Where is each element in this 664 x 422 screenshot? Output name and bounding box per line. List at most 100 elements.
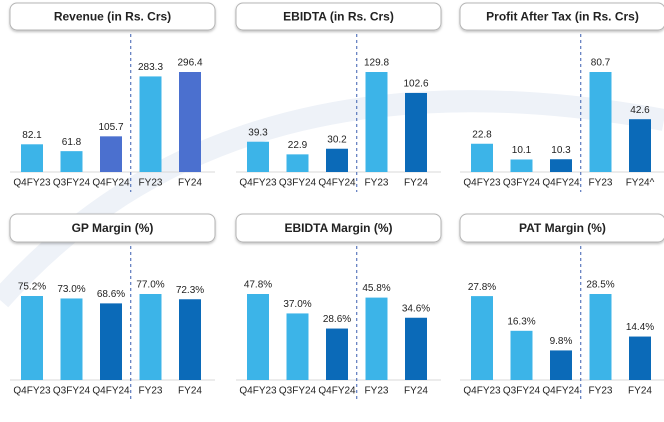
value-label: 39.3 bbox=[248, 127, 268, 138]
bar bbox=[179, 72, 201, 172]
value-label: 77.0% bbox=[136, 280, 164, 291]
category-label: Q4FY23 bbox=[239, 178, 277, 189]
category-label: FY23 bbox=[589, 386, 613, 397]
bar bbox=[60, 298, 83, 380]
value-label: 68.6% bbox=[97, 289, 125, 300]
title-box bbox=[459, 2, 664, 31]
bar bbox=[471, 296, 493, 380]
category-label: FY24 bbox=[178, 178, 202, 189]
category-label: FY23 bbox=[365, 178, 389, 189]
category-label: Q4FY24 bbox=[542, 178, 580, 189]
value-label: 102.6 bbox=[403, 79, 428, 90]
value-label: 61.8 bbox=[62, 137, 82, 148]
value-label: 129.8 bbox=[364, 58, 389, 69]
bar bbox=[550, 159, 572, 172]
bar bbox=[179, 299, 201, 380]
category-label: Q4FY24 bbox=[92, 178, 130, 189]
value-label: 14.4% bbox=[626, 322, 654, 333]
title-box bbox=[235, 2, 442, 31]
bar bbox=[21, 296, 43, 380]
value-label: 10.1 bbox=[512, 145, 532, 156]
chart-title: GP Margin (%) bbox=[72, 221, 154, 235]
title-box bbox=[459, 213, 664, 243]
value-label: 10.3 bbox=[551, 145, 571, 156]
bar bbox=[405, 317, 427, 380]
value-label: 30.2 bbox=[327, 134, 347, 145]
category-label: Q4FY24 bbox=[542, 386, 580, 397]
bar bbox=[629, 119, 651, 172]
category-label: Q3FY24 bbox=[503, 178, 541, 189]
bar bbox=[589, 294, 612, 380]
category-label: Q3FY24 bbox=[53, 386, 91, 397]
chart-title: EBIDTA (in Rs. Crs) bbox=[283, 10, 394, 24]
chart-title: Profit After Tax (in Rs. Crs) bbox=[486, 10, 639, 24]
category-label: Q3FY24 bbox=[279, 386, 317, 397]
title-box bbox=[235, 213, 442, 243]
value-label: 28.5% bbox=[586, 280, 614, 291]
category-label: FY23 bbox=[139, 178, 163, 189]
value-label: 27.8% bbox=[468, 282, 496, 293]
category-label: FY24 bbox=[178, 386, 202, 397]
value-label: 105.7 bbox=[98, 122, 123, 133]
category-label: Q3FY24 bbox=[53, 178, 91, 189]
category-label: Q3FY24 bbox=[279, 178, 317, 189]
chart-title: EBIDTA Margin (%) bbox=[285, 221, 393, 235]
title-box bbox=[9, 213, 216, 243]
value-label: 28.6% bbox=[323, 314, 351, 325]
value-label: 42.6 bbox=[630, 105, 650, 116]
value-label: 37.0% bbox=[283, 299, 311, 310]
bar bbox=[629, 336, 651, 380]
value-label: 9.8% bbox=[550, 336, 573, 347]
category-label: Q4FY24 bbox=[318, 178, 356, 189]
bar bbox=[100, 136, 122, 172]
bar bbox=[21, 144, 43, 172]
bar bbox=[139, 76, 162, 172]
category-label: FY24^ bbox=[626, 178, 655, 189]
category-label: Q4FY24 bbox=[318, 386, 356, 397]
chart-title: PAT Margin (%) bbox=[519, 221, 606, 235]
bar bbox=[139, 294, 162, 380]
value-label: 34.6% bbox=[402, 303, 430, 314]
bar bbox=[471, 143, 493, 172]
bar bbox=[365, 72, 388, 172]
value-label: 82.1 bbox=[22, 130, 42, 141]
category-label: FY23 bbox=[365, 386, 389, 397]
value-label: 16.3% bbox=[507, 316, 535, 327]
bar bbox=[550, 350, 572, 380]
value-label: 73.0% bbox=[57, 284, 85, 295]
category-label: FY24 bbox=[628, 386, 652, 397]
value-label: 283.3 bbox=[138, 62, 163, 73]
category-label: Q4FY23 bbox=[239, 386, 277, 397]
bar bbox=[510, 159, 533, 172]
category-label: FY24 bbox=[404, 178, 428, 189]
bar bbox=[510, 330, 533, 380]
category-label: Q4FY23 bbox=[463, 386, 501, 397]
bar bbox=[326, 148, 348, 172]
bar bbox=[100, 303, 122, 380]
value-label: 80.7 bbox=[591, 58, 611, 69]
bar bbox=[60, 151, 83, 172]
bar bbox=[326, 328, 348, 380]
category-label: Q3FY24 bbox=[503, 386, 541, 397]
category-label: FY23 bbox=[589, 178, 613, 189]
bar bbox=[247, 294, 269, 380]
value-label: 22.9 bbox=[288, 140, 308, 151]
category-label: FY24 bbox=[404, 386, 428, 397]
category-label: Q4FY23 bbox=[13, 386, 51, 397]
bar bbox=[247, 141, 269, 172]
value-label: 47.8% bbox=[244, 280, 272, 291]
category-label: FY23 bbox=[139, 386, 163, 397]
chart-title: Revenue (in Rs. Crs) bbox=[54, 10, 171, 24]
value-label: 22.8 bbox=[472, 129, 492, 140]
value-label: 75.2% bbox=[18, 282, 46, 293]
value-label: 296.4 bbox=[177, 58, 202, 69]
title-box bbox=[9, 2, 216, 31]
bar bbox=[365, 297, 388, 380]
bar bbox=[589, 72, 612, 172]
bar bbox=[286, 154, 309, 172]
value-label: 72.3% bbox=[176, 285, 204, 296]
bar bbox=[405, 92, 427, 172]
category-label: Q4FY23 bbox=[463, 178, 501, 189]
category-label: Q4FY24 bbox=[92, 386, 130, 397]
